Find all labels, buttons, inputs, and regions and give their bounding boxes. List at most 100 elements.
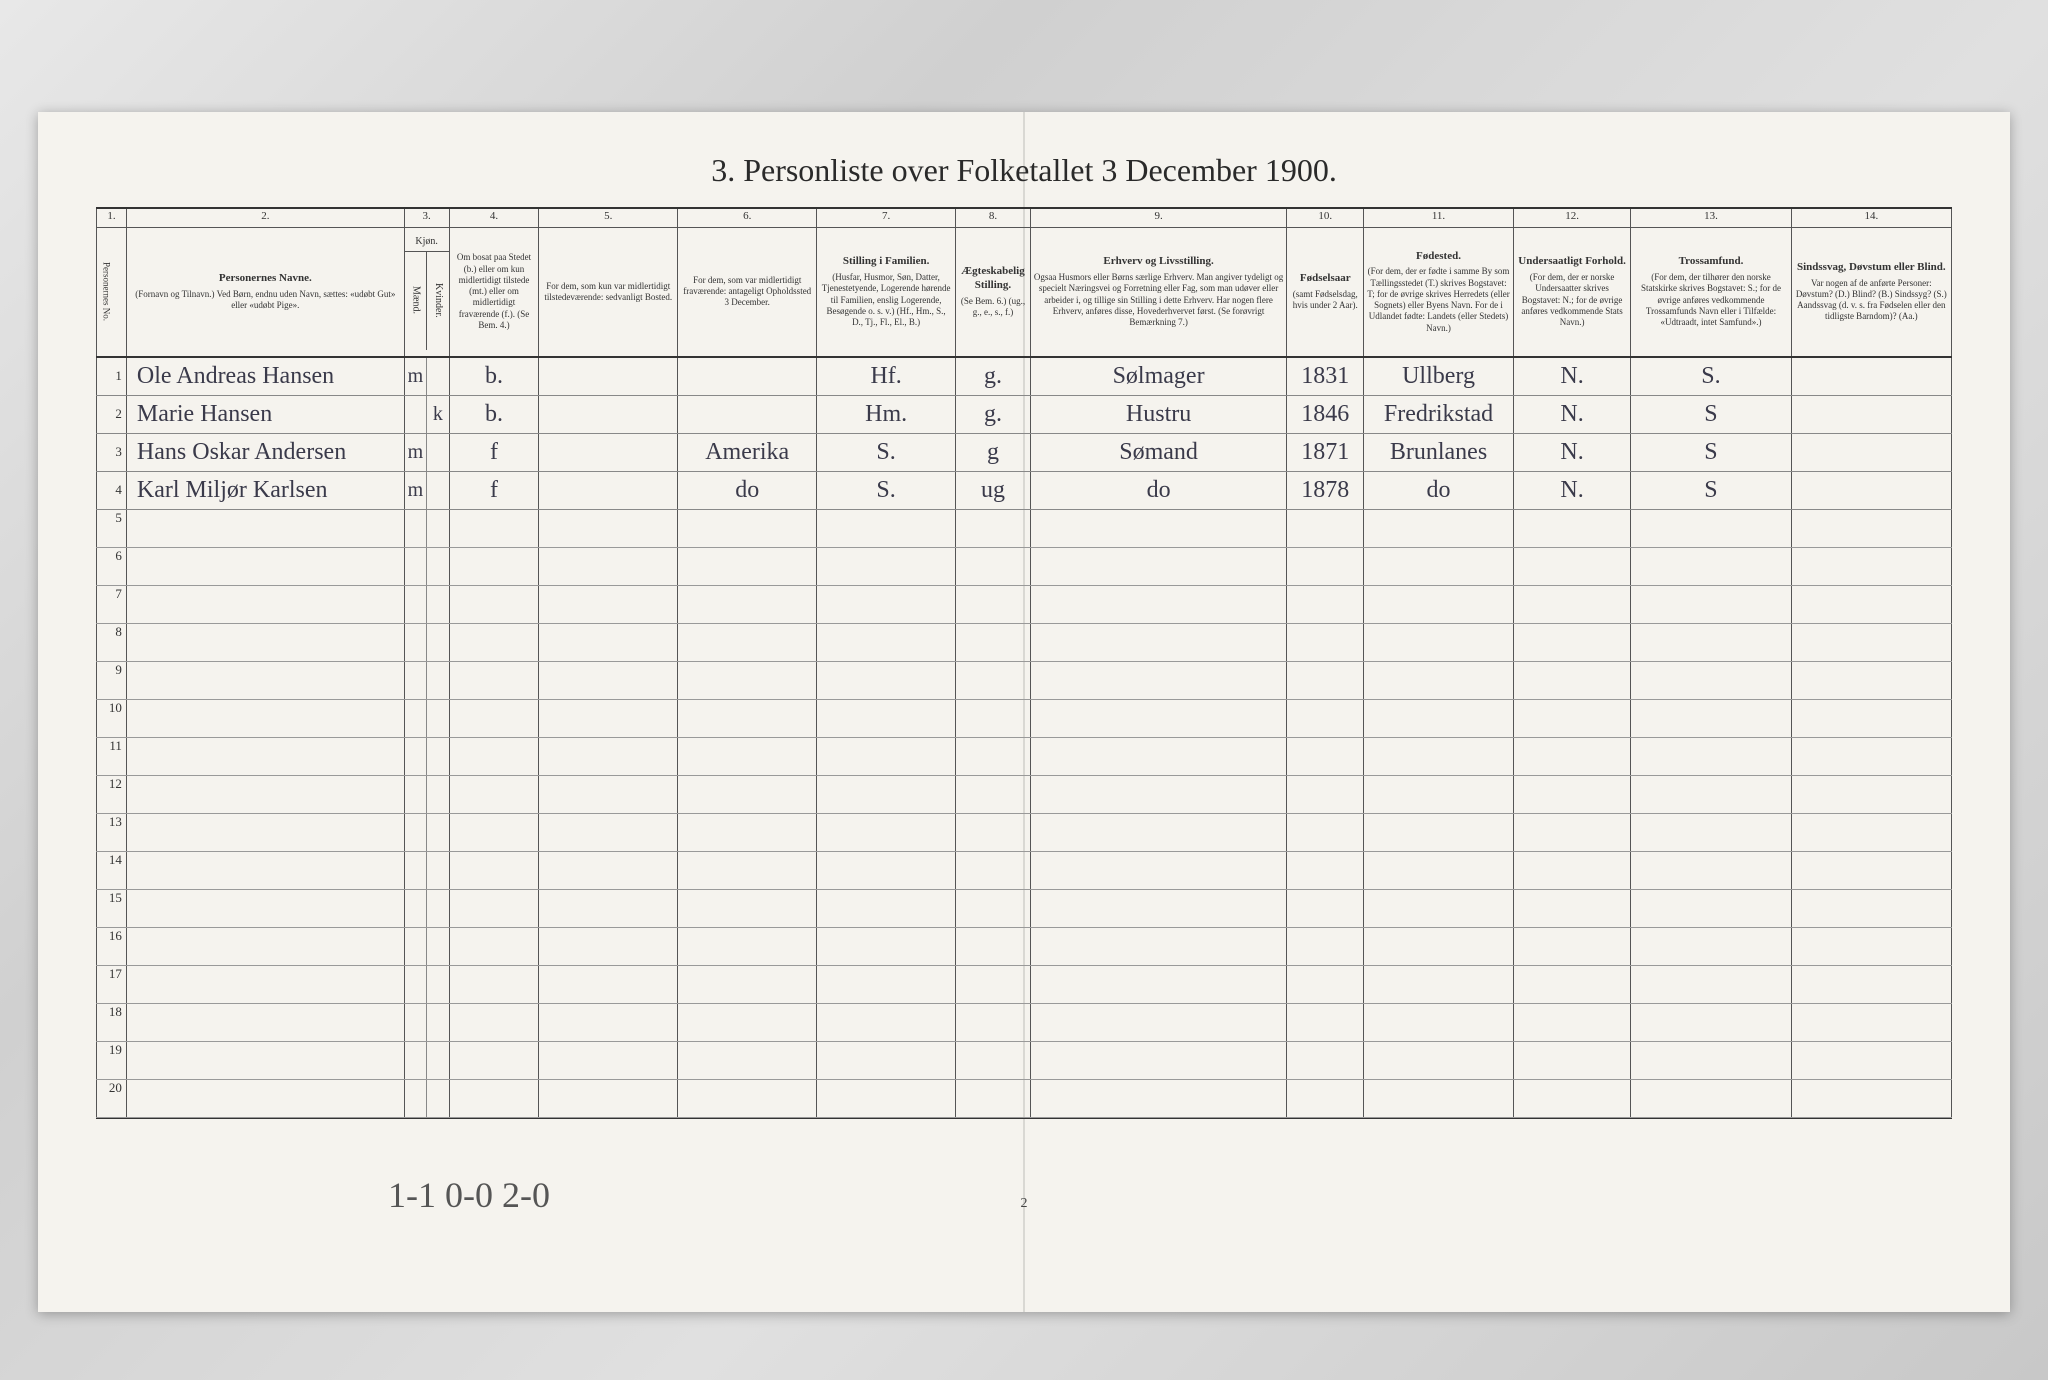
colnum: 5. [539,209,678,227]
header-cell: Stilling i Familien.(Husfar, Husmor, Søn… [817,227,956,357]
colnum: 3. [404,209,449,227]
header-cell: Undersaatligt Forhold.(For dem, der er n… [1513,227,1631,357]
person-name: Ole Andreas Hansen [126,357,404,395]
erhverv: Sølmager [1030,357,1286,395]
sinds [1791,357,1951,395]
table-row-empty: 9 [97,661,1952,699]
row-number: 18 [97,1003,127,1041]
bosted [539,433,678,471]
row-number: 1 [97,357,127,395]
sinds [1791,395,1951,433]
table-row-empty: 17 [97,965,1952,1003]
status: b. [449,395,539,433]
colnum: 1. [97,209,127,227]
person-name: Hans Oskar Andersen [126,433,404,471]
forhold: N. [1513,357,1631,395]
colnum: 7. [817,209,956,227]
stilling: Hm. [817,395,956,433]
table-row: 4 Karl Miljør Karlsen m f do S. ug do 18… [97,471,1952,509]
kjon: m [404,471,449,509]
row-number: 10 [97,699,127,737]
colnum: 12. [1513,209,1631,227]
fodested: Ullberg [1364,357,1514,395]
header-cell: Fødselsaar(samt Fødselsdag, hvis under 2… [1287,227,1364,357]
colnum: 13. [1631,209,1791,227]
colnum: 4. [449,209,539,227]
census-document: 3. Personliste over Folketallet 3 Decemb… [38,112,2010,1312]
table-row-empty: 18 [97,1003,1952,1041]
table-row-empty: 13 [97,813,1952,851]
row-number: 12 [97,775,127,813]
aegte: g. [956,357,1031,395]
header-cell: Trossamfund.(For dem, der tilhører den n… [1631,227,1791,357]
erhverv: Hustru [1030,395,1286,433]
colnum: 8. [956,209,1031,227]
aegte: g [956,433,1031,471]
header-cell: Erhverv og Livsstilling.Ogsaa Husmors el… [1030,227,1286,357]
erhverv: do [1030,471,1286,509]
header-cell: Personernes No. [97,227,127,357]
header-cell: Personernes Navne.(Fornavn og Tilnavn.) … [126,227,404,357]
row-number: 17 [97,965,127,1003]
colnum: 10. [1287,209,1364,227]
colnum: 2. [126,209,404,227]
opphold: Amerika [678,433,817,471]
table-row-empty: 20 [97,1079,1952,1117]
tros: S [1631,471,1791,509]
bosted [539,395,678,433]
stilling: S. [817,471,956,509]
opphold [678,357,817,395]
aar: 1846 [1287,395,1364,433]
header-cell: For dem, som kun var midlertidigt tilste… [539,227,678,357]
bosted [539,357,678,395]
row-number: 13 [97,813,127,851]
page-title: 3. Personliste over Folketallet 3 Decemb… [38,152,2010,189]
table-row-empty: 11 [97,737,1952,775]
aegte: g. [956,395,1031,433]
table-row-empty: 7 [97,585,1952,623]
tros: S [1631,395,1791,433]
fodested: Brunlanes [1364,433,1514,471]
status: f [449,433,539,471]
table-row-empty: 15 [97,889,1952,927]
person-name: Karl Miljør Karlsen [126,471,404,509]
row-number: 14 [97,851,127,889]
aegte: ug [956,471,1031,509]
status: b. [449,357,539,395]
forhold: N. [1513,471,1631,509]
table-row: 2 Marie Hansen k b. Hm. g. Hustru 1846 F… [97,395,1952,433]
table-row-empty: 14 [97,851,1952,889]
row-number: 2 [97,395,127,433]
table-row-empty: 16 [97,927,1952,965]
status: f [449,471,539,509]
row-number: 8 [97,623,127,661]
colnum: 9. [1030,209,1286,227]
table-row-empty: 12 [97,775,1952,813]
census-table: 1. 2. 3. 4. 5. 6. 7. 8. 9. 10. 11. 12. 1… [96,209,1952,1118]
kjon: m [404,433,449,471]
sinds [1791,471,1951,509]
kjon: k [404,395,449,433]
aar: 1878 [1287,471,1364,509]
tros: S. [1631,357,1791,395]
stilling: Hf. [817,357,956,395]
person-name: Marie Hansen [126,395,404,433]
row-number: 5 [97,509,127,547]
row-number: 7 [97,585,127,623]
header-cell: Kjøn. Mænd. Kvinder. [404,227,449,357]
colnum: 14. [1791,209,1951,227]
stilling: S. [817,433,956,471]
header-cell: For dem, som var midlertidigt fraværende… [678,227,817,357]
row-number: 15 [97,889,127,927]
aar: 1831 [1287,357,1364,395]
header-cell: Ægteskabelig Stilling.(Se Bem. 6.) (ug.,… [956,227,1031,357]
column-number-row: 1. 2. 3. 4. 5. 6. 7. 8. 9. 10. 11. 12. 1… [97,209,1952,227]
table-row-empty: 5 [97,509,1952,547]
row-number: 16 [97,927,127,965]
opphold [678,395,817,433]
table-row-empty: 10 [97,699,1952,737]
footer-tally: 1-1 0-0 2-0 [388,1174,550,1216]
row-number: 9 [97,661,127,699]
census-table-wrapper: 1. 2. 3. 4. 5. 6. 7. 8. 9. 10. 11. 12. 1… [96,207,1952,1119]
header-cell: Om bosat paa Stedet (b.) eller om kun mi… [449,227,539,357]
